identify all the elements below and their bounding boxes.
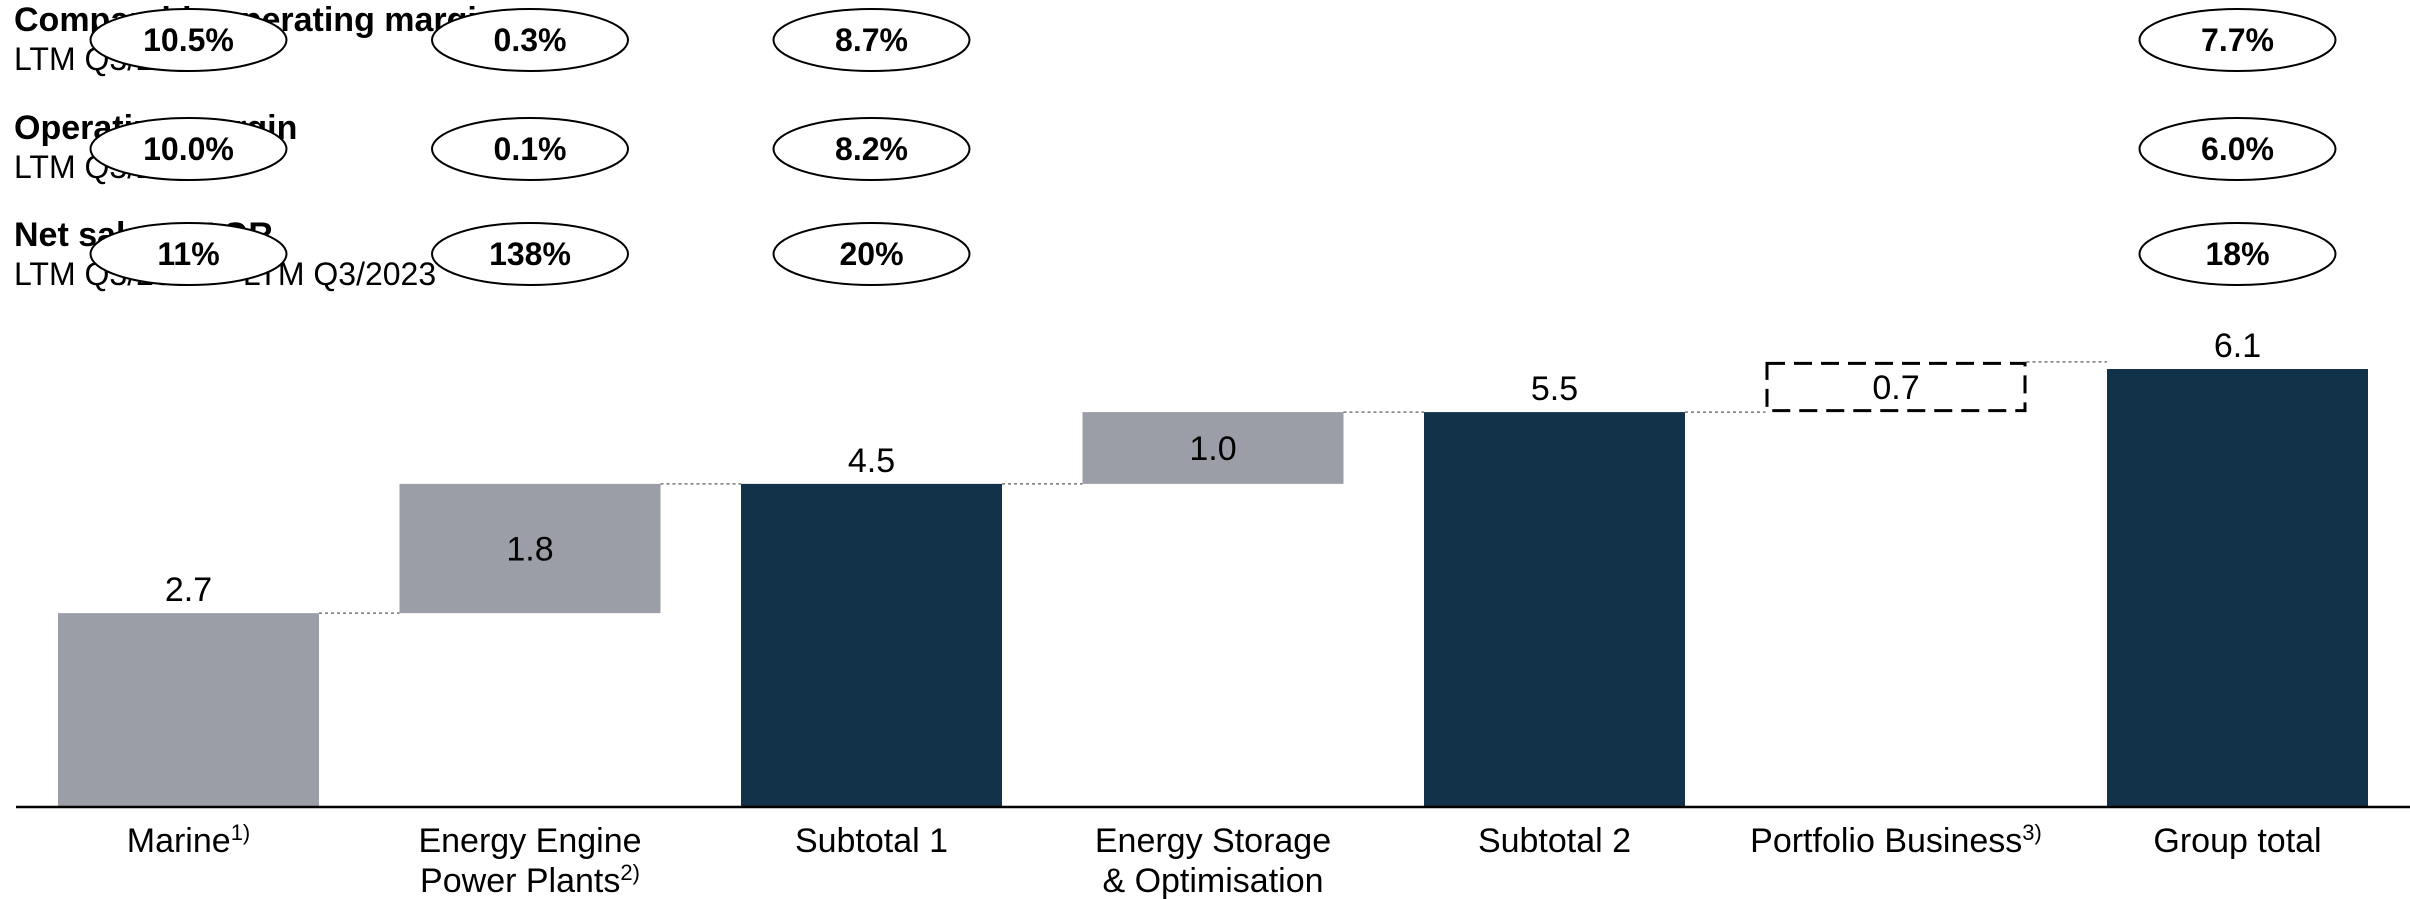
- bar: [399, 483, 661, 614]
- category-label-line: Power Plants: [420, 862, 620, 899]
- metric-value: 0.1%: [494, 131, 567, 167]
- category-label-line: Energy Storage: [1095, 822, 1331, 860]
- data-label: 4.5: [848, 442, 895, 480]
- metric-oval: [431, 117, 629, 181]
- data-label: 1.0: [1189, 430, 1236, 468]
- metric-oval: [772, 8, 971, 72]
- metric-value: 0.3%: [494, 22, 567, 58]
- data-label: 0.7: [1872, 369, 1919, 407]
- metric-value: 8.7%: [835, 22, 908, 58]
- metric-value: 138%: [489, 236, 571, 272]
- metric-value: 10.0%: [143, 131, 234, 167]
- category-label-line: Group total: [2153, 822, 2321, 860]
- category-label: Marine1): [127, 820, 251, 860]
- category-label-line: Subtotal 1: [795, 822, 948, 860]
- metric-oval: [2138, 8, 2337, 72]
- metric-value: 18%: [2205, 236, 2269, 272]
- metric-value: 8.2%: [835, 131, 908, 167]
- metric-value: 6.0%: [2201, 131, 2274, 167]
- footnote-marker: 2): [620, 860, 640, 885]
- metric-oval: [89, 117, 288, 181]
- category-label: Subtotal 1: [795, 822, 948, 860]
- metric-oval: [89, 8, 288, 72]
- data-label: 2.7: [165, 571, 212, 609]
- category-label: Energy Storage & Optimisation: [1095, 822, 1331, 899]
- bar: [58, 613, 319, 807]
- metric-oval: [89, 222, 288, 286]
- metric-oval: [431, 222, 629, 286]
- metric-value: 11%: [157, 236, 219, 272]
- metric-oval: [2138, 222, 2337, 286]
- category-label-line: Subtotal 2: [1478, 822, 1631, 860]
- bar: [1424, 412, 1685, 807]
- metric-oval: [431, 8, 629, 72]
- bar: [2107, 369, 2368, 807]
- metric-value: 10.5%: [143, 22, 234, 58]
- category-label: Group total: [2153, 822, 2321, 860]
- data-label: 6.1: [2214, 327, 2261, 365]
- category-label-line: Energy Engine: [418, 822, 641, 860]
- footnote-marker: 3): [2022, 820, 2042, 845]
- metric-oval: [772, 117, 971, 181]
- metric-oval: [2138, 117, 2337, 181]
- category-label-line: & Optimisation: [1102, 862, 1323, 899]
- category-label-line: Portfolio Business: [1750, 822, 2022, 860]
- category-label: Energy Engine Power Plants2): [418, 822, 641, 899]
- data-label: 1.8: [506, 531, 553, 569]
- data-label: 5.5: [1531, 370, 1578, 408]
- metric-value: 20%: [839, 236, 903, 272]
- metric-oval: [772, 222, 971, 286]
- category-label-line: Marine: [127, 822, 231, 860]
- metric-value: 7.7%: [2201, 22, 2274, 58]
- bar-portfolio-business-dashed: [1765, 361, 2027, 413]
- bar: [1082, 412, 1344, 484]
- category-label: Subtotal 2: [1478, 822, 1631, 860]
- bar: [741, 483, 1002, 807]
- footnote-marker: 1): [231, 820, 251, 845]
- category-label: Portfolio Business3): [1750, 820, 2042, 860]
